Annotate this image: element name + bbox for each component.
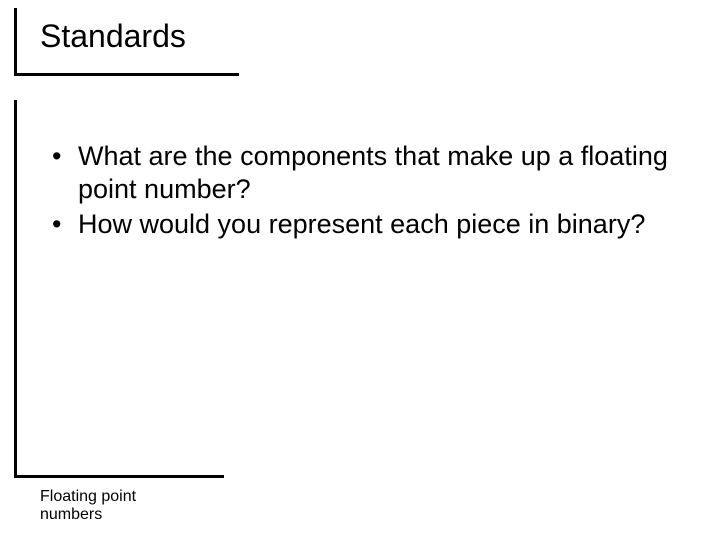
bullet-item: What are the components that make up a f… bbox=[48, 140, 690, 206]
footer-line: Floating point bbox=[40, 488, 136, 506]
slide-title: Standards bbox=[40, 18, 186, 55]
footer: Floating point numbers bbox=[40, 488, 136, 525]
slide: Standards What are the components that m… bbox=[0, 0, 720, 540]
bullet-item: How would you represent each piece in bi… bbox=[48, 208, 690, 241]
footer-line: numbers bbox=[40, 506, 136, 524]
bullet-list: What are the components that make up a f… bbox=[48, 140, 690, 243]
